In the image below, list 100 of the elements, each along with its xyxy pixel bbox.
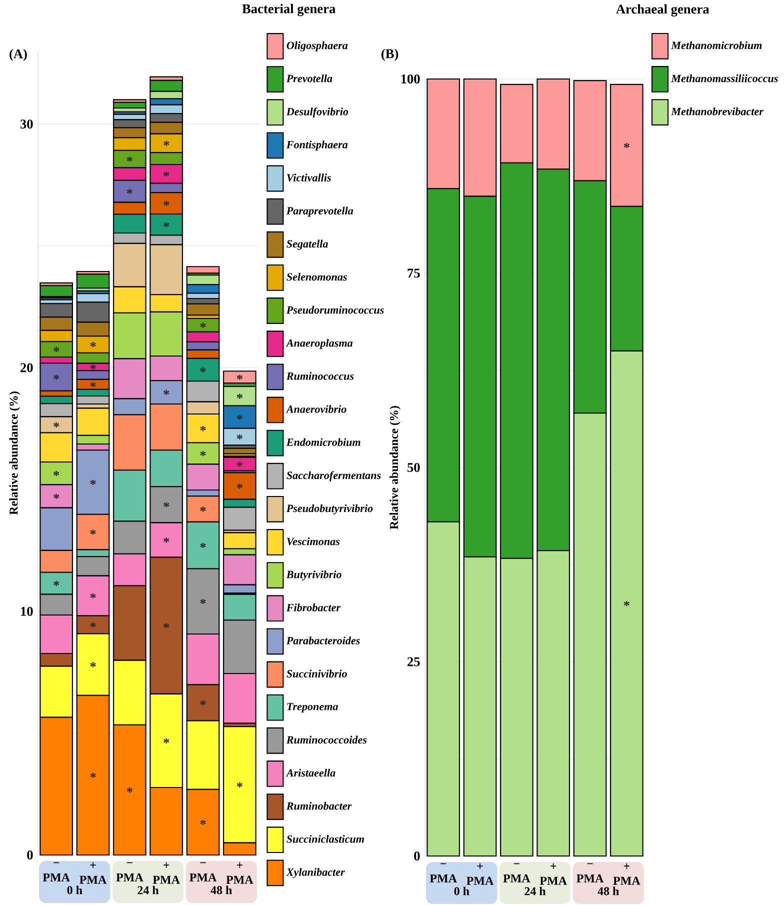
legend-label: Ruminobacter [286,802,352,810]
data-label: * [200,322,206,328]
data-label: * [90,530,96,535]
legend-label: Parabacteroides [286,636,360,644]
data-label: * [54,494,60,499]
legend-label: Selenomonas [286,272,347,281]
x-tick-label: + PMA [540,863,567,885]
legend-label: Aristaeella [286,768,336,777]
legend-label: Paraprevotella [286,206,354,217]
data-label: * [164,171,170,177]
y-tick-label: 0 [414,852,420,860]
data-label: * [200,542,206,548]
text: (A) [10,48,27,62]
data-label: * [236,434,242,440]
y-tick-label: 10 [21,606,33,616]
legend-label: Pseudoruminococcus [286,306,384,314]
data-label: * [54,346,60,352]
legend-label: Anaeroplasma [286,338,353,350]
legend-label: Succiniclasticum [286,834,364,843]
data-label: * [164,623,170,628]
legend-label: Methanomicrobium [671,41,762,50]
data-label: * [164,140,170,146]
data-label: * [236,394,242,399]
y-tick-label: 75 [408,268,420,278]
data-label: * [236,374,242,380]
data-label: * [90,342,96,348]
legend-label: Victivallis [287,174,331,182]
data-label: * [126,156,132,162]
data-label: * [236,414,242,420]
chart-title: Archaeal genera [616,4,710,16]
legend-label: Anaerovibrio [286,405,346,413]
x-tick-label: + PMA [80,862,107,884]
data-label: * [624,601,630,606]
y-tick-label: 0 [27,850,33,860]
legend-label: Prevotella [286,74,332,82]
data-label: * [54,422,60,428]
x-tick-label: − PMA [503,863,530,882]
data-label: * [200,506,206,512]
data-label: * [236,462,242,467]
y-tick-label: 30 [20,120,33,129]
x-tick-label: − PMA [576,863,604,882]
legend-label: Fibrobacter [286,604,341,612]
data-label: * [200,426,206,432]
y-tick-label: 50 [408,462,420,472]
data-label: * [164,222,170,228]
data-label: * [90,622,96,628]
legend-label: Ruminococcoides [286,736,367,744]
text: 0 h [454,886,470,896]
data-label: * [90,382,96,388]
data-label: * [54,470,60,476]
y-axis-title: Relative abundance (%) [9,392,20,515]
text: (B) [382,48,398,61]
legend-label: Ruminococcus [286,372,354,380]
x-tick-label: + PMA [613,863,640,885]
data-label: * [164,738,170,744]
x-tick-label: − PMA [116,862,144,882]
data-label: * [54,374,60,380]
data-label: * [54,580,60,586]
data-label: * [90,480,96,485]
data-label: * [200,451,206,456]
data-label: * [164,200,170,206]
x-tick-label: − PMA [190,862,217,882]
y-tick-label: 25 [408,657,420,666]
y-axis-title: Relative abundance (%) [390,406,400,530]
text: 24 h [524,886,546,896]
data-label: * [200,700,206,706]
legend-label: Desulfovibrio [286,107,348,118]
data-label: * [624,143,630,148]
legend-label: Segatella [286,240,328,250]
legend-label: Methanomassiliicoccus [671,74,778,82]
legend-label: Butyrivibrio [286,570,342,581]
text: Bacterial genera [242,4,336,16]
text: 0 h [67,886,82,894]
y-tick-label: 100 [401,74,420,84]
data-label: * [164,390,170,395]
data-label: * [164,538,170,543]
x-tick-label: + PMA [226,862,254,884]
legend-label: Fontisphaera [286,140,348,151]
data-label: * [200,820,206,825]
y-tick-label: 20 [20,363,33,372]
data-label: * [200,367,206,372]
x-tick-label: + PMA [152,862,180,884]
data-label: * [164,502,170,508]
data-label: * [236,484,242,489]
data-label: * [126,788,132,793]
legend-label: Methanobrevibacter [671,107,764,116]
data-label: * [90,593,96,598]
legend-label: Succinivibrio [286,670,347,678]
data-label: * [90,772,96,778]
legend-label: Xylanibacter [286,868,345,878]
x-tick-label: + PMA [466,863,494,885]
data-label: * [200,598,206,604]
data-label: * [236,782,242,788]
data-label: * [90,662,96,668]
text: 24 h [138,886,159,894]
legend-label: Treponema [287,702,338,713]
x-tick-label: − PMA [42,862,70,882]
data-label: * [90,364,96,370]
x-tick-label: − PMA [430,863,457,882]
text: 48 h [598,886,620,896]
